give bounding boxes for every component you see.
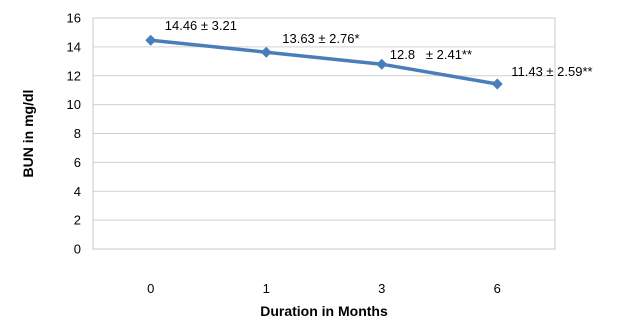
y-tick-label: 8 — [74, 126, 81, 141]
data-label: 13.63 ± 2.76* — [282, 31, 359, 46]
y-tick-label: 6 — [74, 155, 81, 170]
y-tick-label: 2 — [74, 213, 81, 228]
data-label: 12.8 ± 2.41** — [390, 47, 472, 62]
data-point-marker — [376, 58, 388, 70]
x-tick-label: 6 — [494, 281, 501, 296]
x-axis-title: Duration in Months — [260, 303, 388, 319]
x-tick-label: 3 — [378, 281, 385, 296]
gridlines — [93, 17, 555, 250]
series-line — [149, 38, 500, 86]
x-tick-label: 0 — [147, 281, 154, 296]
data-label: 14.46 ± 3.21 — [165, 18, 237, 33]
y-tick-label: 16 — [67, 11, 81, 26]
series-markers — [145, 34, 503, 90]
y-tick-label: 0 — [74, 242, 81, 257]
x-tick-label: 1 — [263, 281, 270, 296]
y-tick-label: 10 — [67, 97, 81, 112]
data-label: 11.43 ± 2.59** — [511, 64, 592, 79]
data-point-marker — [491, 78, 503, 90]
plot-area — [92, 17, 556, 250]
y-tick-label: 14 — [67, 39, 81, 54]
x-axis-ticks: 0 1 3 6 — [147, 281, 501, 296]
y-tick-label: 4 — [74, 184, 81, 199]
data-labels: 14.46 ± 3.21 13.63 ± 2.76* 12.8 ± 2.41** 11… — [165, 18, 593, 79]
y-axis-ticks: 0 2 4 6 8 10 12 14 16 — [67, 11, 81, 257]
y-tick-label: 12 — [67, 68, 81, 83]
data-point-marker — [260, 46, 272, 58]
data-point-marker — [145, 34, 157, 46]
y-axis-title: BUN in mg/dl — [20, 90, 36, 178]
